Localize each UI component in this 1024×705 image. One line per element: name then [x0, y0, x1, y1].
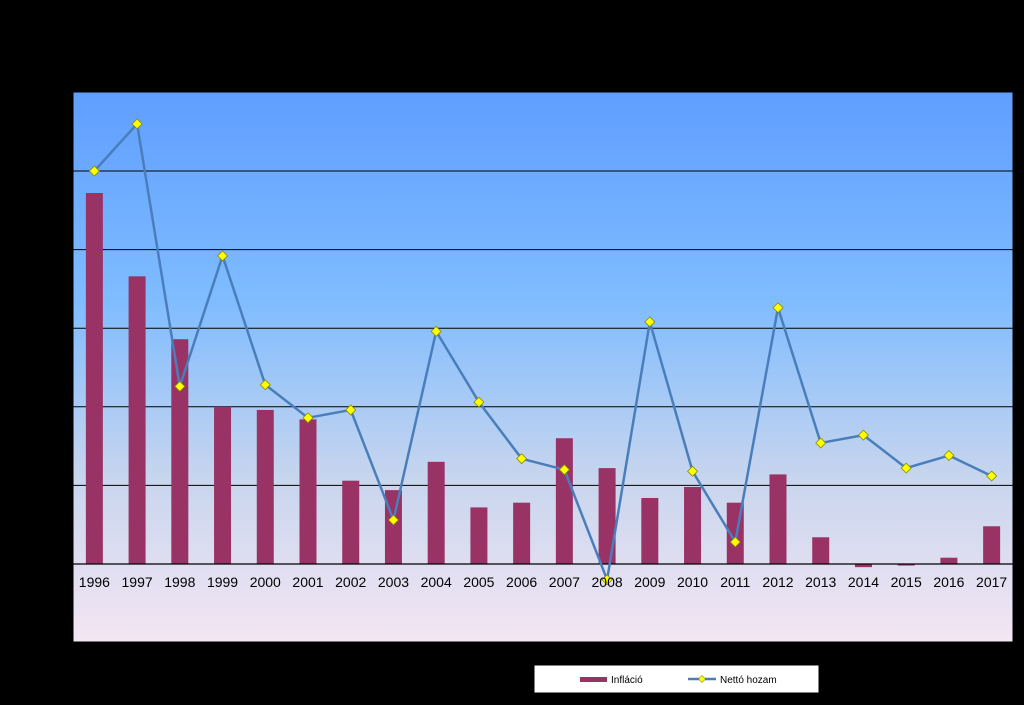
- bar-1998: [171, 339, 189, 564]
- x-tick-label-1996: 1996: [79, 574, 110, 590]
- legend-inflation-swatch: [580, 677, 607, 682]
- legend-inflation-label: Infláció: [611, 675, 643, 686]
- marker-1997: [131, 118, 143, 130]
- net-yield-polyline: [93, 122, 993, 581]
- x-tick-label-2008: 2008: [592, 574, 623, 590]
- marker-2010: [687, 465, 699, 477]
- bar-2010: [684, 486, 702, 564]
- legend: Infláció Nettó hozam: [533, 664, 820, 694]
- marker-1996: [88, 165, 100, 177]
- marker-2009: [644, 316, 656, 328]
- x-tick-label-2010: 2010: [677, 574, 708, 590]
- bar-2006: [513, 502, 531, 564]
- marker-2004: [430, 325, 442, 337]
- x-tick-label-1998: 1998: [164, 574, 195, 590]
- marker-2013: [815, 437, 827, 449]
- x-tick-label-2006: 2006: [506, 574, 537, 590]
- bar-2005: [470, 507, 488, 564]
- bar-2001: [299, 419, 317, 564]
- legend-box: [533, 664, 820, 694]
- x-tick-labels: 1996 1997 1998 1999 2000 2001 2002 2003 2004 2005…: [79, 574, 1008, 590]
- bar-2003: [384, 490, 402, 564]
- x-tick-label-2015: 2015: [891, 574, 922, 590]
- bar-2004: [427, 461, 445, 564]
- marker-2015: [900, 462, 912, 474]
- x-tick-label-2012: 2012: [762, 574, 793, 590]
- bar-2000: [256, 409, 274, 564]
- marker-2006: [516, 453, 528, 465]
- marker-1999: [217, 250, 229, 262]
- bar-2014: [854, 564, 872, 568]
- x-tick-label-2014: 2014: [848, 574, 879, 590]
- bar-2017: [983, 526, 1001, 564]
- x-tick-label-2000: 2000: [250, 574, 281, 590]
- marker-2005: [473, 396, 485, 408]
- bar-2016: [940, 557, 958, 564]
- marker-2008: [601, 574, 613, 586]
- marker-2011: [729, 536, 741, 548]
- marker-2002: [345, 404, 357, 416]
- bar-1997: [128, 276, 146, 564]
- x-tick-label-2005: 2005: [463, 574, 494, 590]
- bar-2013: [812, 537, 830, 564]
- legend-net-yield-label: Nettó hozam: [720, 675, 777, 686]
- inflation-bars: [85, 193, 1001, 568]
- x-tick-label-2002: 2002: [335, 574, 366, 590]
- legend-net-yield-marker: [698, 675, 706, 683]
- bar-1999: [214, 406, 232, 564]
- x-tick-label-2001: 2001: [292, 574, 323, 590]
- marker-2017: [986, 470, 998, 482]
- x-tick-label-2013: 2013: [805, 574, 836, 590]
- bar-2007: [555, 438, 573, 564]
- net-yield-line: [88, 118, 998, 586]
- marker-2000: [259, 379, 271, 391]
- x-tick-label-2004: 2004: [421, 574, 452, 590]
- x-tick-label-2003: 2003: [378, 574, 409, 590]
- bar-2008: [598, 468, 616, 564]
- x-tick-label-2017: 2017: [976, 574, 1007, 590]
- bar-2015: [897, 564, 915, 566]
- plot-area: [72, 91, 1014, 643]
- x-tick-label-1997: 1997: [122, 574, 153, 590]
- bar-2012: [769, 474, 787, 564]
- marker-2014: [857, 429, 869, 441]
- marker-1998: [174, 380, 186, 392]
- marker-2012: [772, 302, 784, 314]
- marker-2001: [302, 412, 314, 424]
- x-tick-label-2011: 2011: [720, 574, 750, 590]
- x-tick-label-2009: 2009: [634, 574, 665, 590]
- bar-2009: [641, 497, 659, 564]
- marker-2003: [387, 514, 399, 526]
- x-tick-label-1999: 1999: [207, 574, 238, 590]
- marker-2007: [558, 464, 570, 476]
- x-tick-label-2016: 2016: [933, 574, 964, 590]
- bar-2002: [342, 480, 360, 564]
- marker-2016: [943, 450, 955, 462]
- x-tick-label-2007: 2007: [549, 574, 580, 590]
- bar-1996: [85, 193, 103, 564]
